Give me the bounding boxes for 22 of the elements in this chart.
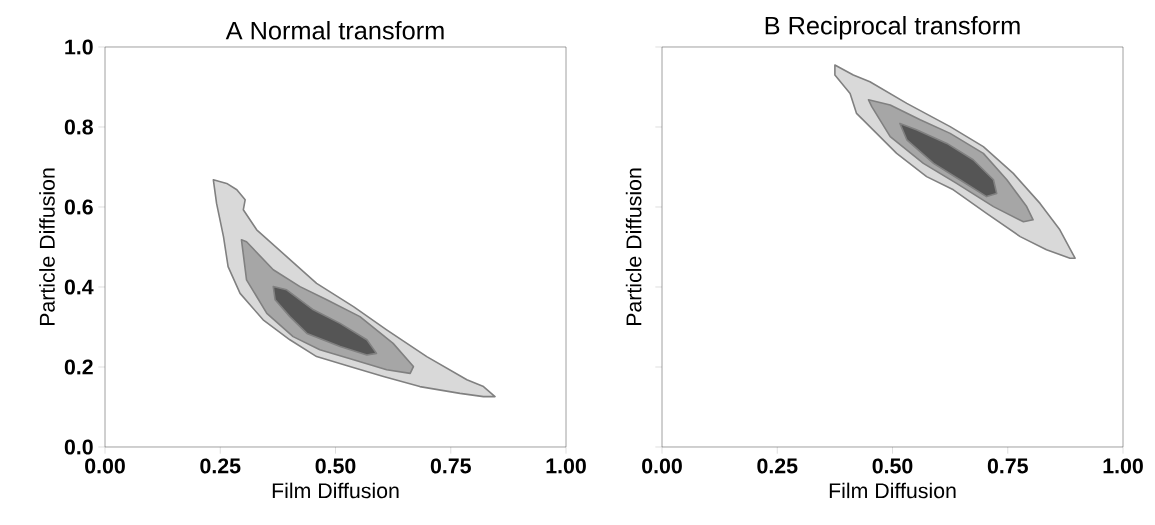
y-tick-label: 1.0 xyxy=(65,39,93,55)
x-axis-title: Film Diffusion xyxy=(272,482,399,499)
chart-title: A Normal transform xyxy=(225,21,444,40)
x-tick-label: 1.00 xyxy=(1103,458,1143,474)
x-tick-label: 0.75 xyxy=(987,458,1028,474)
y-axis-title: Particle Diffusion xyxy=(625,168,642,326)
x-tick-label: 1.00 xyxy=(546,458,586,474)
x-axis-title: Film Diffusion xyxy=(829,482,956,499)
y-axis-title: Particle Diffusion xyxy=(39,168,55,326)
x-tick-label: 0.00 xyxy=(642,458,682,474)
y-tick-label: 0.0 xyxy=(64,439,93,455)
chart-title: B Reciprocal transform xyxy=(765,16,1020,40)
x-tick-label: 0.00 xyxy=(85,458,125,474)
y-tick-label: 0.8 xyxy=(64,119,93,135)
x-tick-label: 0.25 xyxy=(200,458,241,474)
x-tick-label: 0.25 xyxy=(757,458,798,474)
x-tick-label: 0.50 xyxy=(315,458,356,474)
x-tick-label: 0.75 xyxy=(430,458,471,474)
y-tick-label: 0.4 xyxy=(64,279,94,295)
y-tick-label: 0.2 xyxy=(64,359,93,375)
x-tick-label: 0.50 xyxy=(872,458,913,474)
y-tick-label: 0.6 xyxy=(64,199,93,215)
